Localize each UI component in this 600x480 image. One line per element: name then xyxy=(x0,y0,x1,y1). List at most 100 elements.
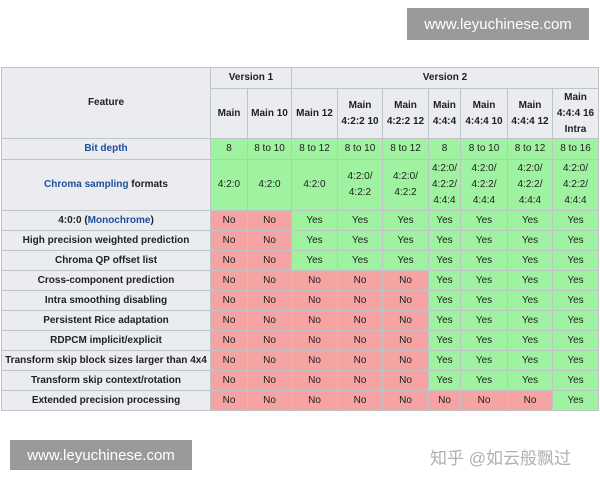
feature-chroma-sampling: Chroma sampling formats xyxy=(1,159,211,211)
chroma-suffix: formats xyxy=(128,179,168,190)
support-cell: Yes xyxy=(507,330,553,351)
support-cell: No xyxy=(337,370,383,391)
support-cell: No xyxy=(210,290,248,311)
support-cell: Yes xyxy=(460,370,508,391)
feature-row: Chroma QP offset list No No Yes Yes Yes Yes Yes… xyxy=(1,250,599,271)
support-cell: Yes xyxy=(552,390,599,411)
chroma-cell: 4:2:0/4:2:2 xyxy=(382,159,429,211)
watermark-bottom: www.leyuchinese.com xyxy=(10,440,192,470)
profile-header: Main xyxy=(210,88,248,139)
support-cell: Yes xyxy=(382,210,429,231)
support-cell: No xyxy=(247,390,292,411)
support-cell: No xyxy=(247,230,292,251)
support-cell: No xyxy=(247,350,292,371)
line: Main 12 xyxy=(296,107,333,119)
support-cell: No xyxy=(382,330,429,351)
profile-header: Main 4:2:2 12 xyxy=(382,88,429,139)
feature-label: Extended precision processing xyxy=(1,390,211,411)
support-cell: No xyxy=(382,310,429,331)
version-1-header: Version 1 xyxy=(210,67,292,89)
profile-header: Main 12 xyxy=(291,88,338,139)
chroma-cell: 4:2:0 xyxy=(210,159,248,211)
support-cell: No xyxy=(291,290,338,311)
support-cell: No xyxy=(382,390,429,411)
feature-header: Feature xyxy=(1,67,211,139)
profile-header: Main 4:4:4 xyxy=(428,88,461,139)
feature-label: High precision weighted prediction xyxy=(1,230,211,251)
bit-depth-cell: 8 to 10 xyxy=(337,138,383,160)
support-cell: Yes xyxy=(460,310,508,331)
support-cell: Yes xyxy=(337,230,383,251)
chroma-sampling-link[interactable]: Chroma sampling xyxy=(44,179,129,190)
support-cell: Yes xyxy=(428,210,461,231)
bit-depth-cell: 8 xyxy=(428,138,461,160)
feature-label: Persistent Rice adaptation xyxy=(1,310,211,331)
zhihu-watermark: 知乎 @如云般飘过 xyxy=(430,449,571,468)
bit-depth-link[interactable]: Bit depth xyxy=(84,143,128,154)
support-cell: Yes xyxy=(552,250,599,271)
line: Main xyxy=(394,99,417,111)
chroma-cell: 4:2:0 xyxy=(247,159,292,211)
support-cell: Yes xyxy=(460,350,508,371)
line: 4:2:0/ xyxy=(431,163,458,174)
support-cell: No xyxy=(247,270,292,291)
line: 4:2:2 xyxy=(348,187,372,198)
support-cell: Yes xyxy=(507,290,553,311)
support-cell: Yes xyxy=(552,330,599,351)
feature-label: Cross-component prediction xyxy=(1,270,211,291)
support-cell: No xyxy=(210,310,248,331)
support-cell: Yes xyxy=(507,370,553,391)
support-cell: Yes xyxy=(460,210,508,231)
mono-suffix: ) xyxy=(150,214,154,226)
feature-bit-depth: Bit depth xyxy=(1,138,211,160)
chroma-cell: 4:2:0 xyxy=(291,159,338,211)
support-cell: Yes xyxy=(382,250,429,271)
line: 4:4:4 16 xyxy=(556,107,595,119)
support-cell: No xyxy=(291,310,338,331)
line: Main xyxy=(518,99,542,111)
support-cell: Yes xyxy=(291,230,338,251)
support-cell: Yes xyxy=(552,350,599,371)
line: Main xyxy=(433,99,456,111)
feature-row: Persistent Rice adaptation No No No No No Yes Y… xyxy=(1,310,599,331)
line: Main xyxy=(472,99,496,111)
chroma-cell: 4:2:0/4:2:2/4:4:4 xyxy=(507,159,553,211)
support-cell: Yes xyxy=(291,250,338,271)
support-cell: No xyxy=(210,370,248,391)
bit-depth-cell: 8 to 10 xyxy=(247,138,292,160)
feature-row: High precision weighted prediction No No Ye… xyxy=(1,230,599,251)
line: 4:2:0/ xyxy=(347,171,373,182)
support-cell: Yes xyxy=(507,230,553,251)
support-cell: No xyxy=(210,390,248,411)
line: 4:4:4 10 xyxy=(465,115,503,127)
support-cell: No xyxy=(337,310,383,331)
support-cell: No xyxy=(382,350,429,371)
support-cell: No xyxy=(382,270,429,291)
profile-feature-table: Feature Version 1 Version 2 Main Main 10 M… xyxy=(1,67,599,411)
support-cell: Yes xyxy=(552,230,599,251)
support-cell: No xyxy=(291,350,338,371)
line: 4:2:0/ xyxy=(471,163,497,174)
bit-depth-cell: 8 xyxy=(210,138,248,160)
feature-monochrome: 4:0:0 (Monochrome) xyxy=(1,210,211,231)
support-cell: Yes xyxy=(428,310,461,331)
line: 4:2:2 xyxy=(394,187,417,198)
support-cell: No xyxy=(210,250,248,271)
support-cell: No xyxy=(507,390,553,411)
bit-depth-cell: 8 to 12 xyxy=(382,138,429,160)
support-cell: No xyxy=(337,290,383,311)
monochrome-link[interactable]: Monochrome xyxy=(87,214,151,226)
line: Main xyxy=(564,91,587,103)
support-cell: No xyxy=(428,390,461,411)
line: 4:2:0/ xyxy=(517,163,543,174)
line: 4:2:2/ xyxy=(517,179,543,190)
support-cell: No xyxy=(291,270,338,291)
support-cell: No xyxy=(210,350,248,371)
support-cell: No xyxy=(247,210,292,231)
support-cell: No xyxy=(337,390,383,411)
support-cell: Yes xyxy=(337,250,383,271)
line: 4:2:2/ xyxy=(562,179,589,190)
support-cell: Yes xyxy=(507,270,553,291)
feature-row: Transform skip context/rotation No No No No N… xyxy=(1,370,599,391)
line: 4:4:4 xyxy=(472,195,496,206)
